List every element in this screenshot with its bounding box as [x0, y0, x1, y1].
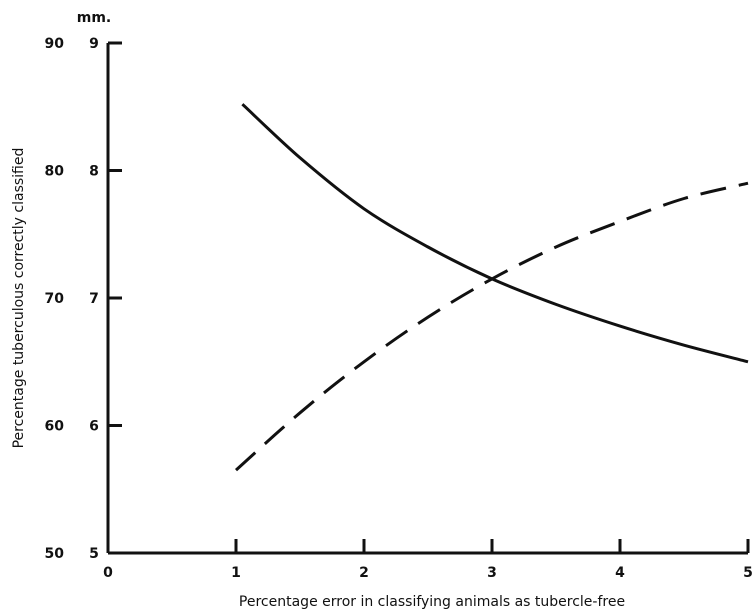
x-tick-label: 4 [615, 565, 625, 581]
series-group [235, 103, 749, 472]
x-tick-label: 1 [231, 565, 241, 581]
x-tick-label: 5 [743, 565, 752, 581]
secondary-y-unit-label: mm. [77, 10, 112, 26]
x-ticks: 0 1 2 3 4 5 [103, 539, 752, 581]
x-tick-label: 3 [487, 565, 497, 581]
secondary-y-tick-label: 9 [89, 36, 99, 52]
y-axis-label: Percentage tuberculous correctly classif… [11, 148, 27, 449]
solid-series-line [241, 103, 749, 364]
y-tick-label: 70 [45, 291, 65, 307]
x-axis-label: Percentage error in classifying animals … [239, 594, 625, 610]
secondary-y-tick-label: 6 [89, 419, 99, 435]
y-tick-label: 60 [45, 419, 65, 435]
y-tick-label: 50 [45, 546, 65, 562]
x-tick-label: 0 [103, 565, 113, 581]
secondary-y-tick-label: 8 [89, 164, 99, 180]
secondary-y-tick-label: 5 [89, 546, 99, 562]
y-tick-label: 80 [45, 164, 65, 180]
axes [106, 43, 748, 555]
secondary-y-tick-label: 7 [89, 291, 99, 307]
dashed-series-line [235, 181, 749, 472]
y-tick-label: 90 [45, 36, 65, 52]
y-ticks: 50 5 60 6 70 7 80 8 90 9 [45, 36, 122, 562]
x-tick-label: 2 [359, 565, 369, 581]
